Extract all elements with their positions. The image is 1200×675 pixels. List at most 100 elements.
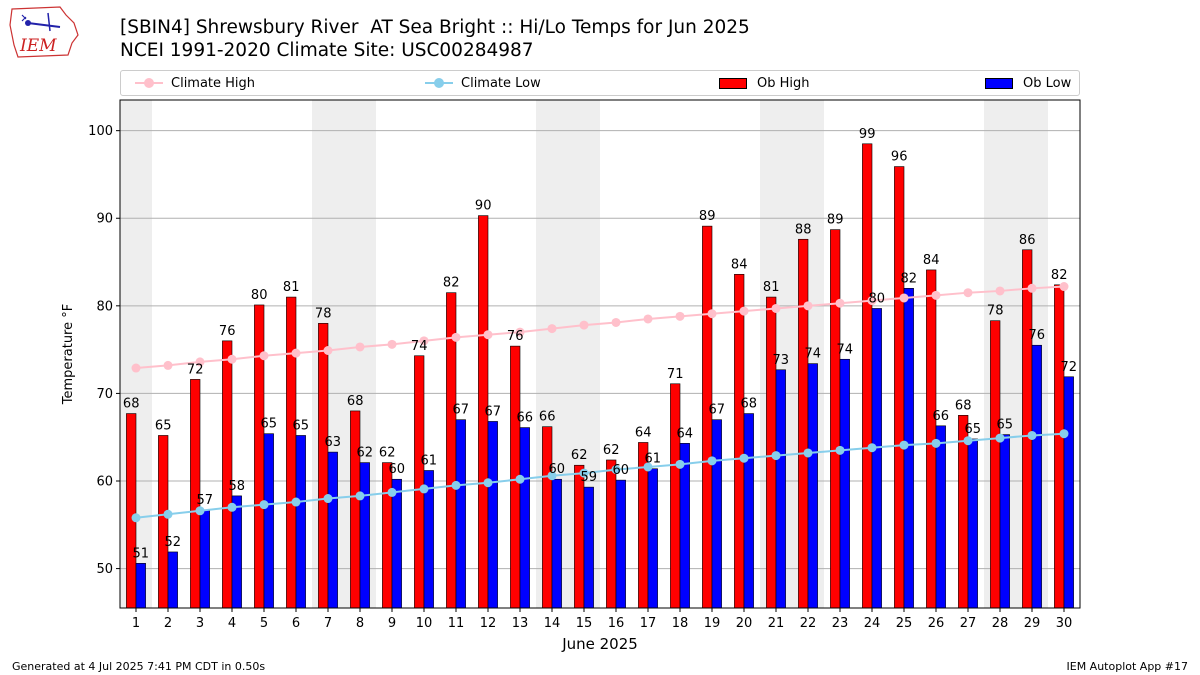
x-tick-label: 16 xyxy=(608,616,625,631)
y-tick-label: 90 xyxy=(96,212,113,227)
ob-high-label: 68 xyxy=(347,394,364,409)
ob-high-bar xyxy=(382,462,393,609)
y-tick-label: 80 xyxy=(96,299,113,314)
ob-high-label: 78 xyxy=(987,304,1004,319)
ob-low-label: 58 xyxy=(229,479,246,494)
ob-low-bar xyxy=(647,468,658,609)
y-axis-label: Temperature °F xyxy=(61,304,76,405)
ob-high-label: 84 xyxy=(923,253,940,268)
climate-high-point xyxy=(1059,282,1069,292)
ob-low-label: 61 xyxy=(421,453,438,468)
ob-low-label: 74 xyxy=(805,347,822,362)
ob-low-bar xyxy=(1031,344,1042,609)
ob-low-label: 80 xyxy=(869,291,886,306)
ob-high-bar xyxy=(926,269,937,609)
ob-high-label: 99 xyxy=(859,127,876,142)
ob-low-bar xyxy=(263,433,274,609)
ob-low-label: 67 xyxy=(485,404,502,419)
ob-low-label: 65 xyxy=(965,422,982,437)
ob-high-label: 89 xyxy=(827,213,844,228)
ob-low-bar xyxy=(487,421,498,609)
climate-high-line xyxy=(135,285,1065,370)
legend-marker-climate-high xyxy=(135,76,163,90)
x-tick-label: 29 xyxy=(1024,616,1041,631)
climate-low-point xyxy=(931,438,941,448)
ob-low-label: 73 xyxy=(773,353,790,368)
ob-low-bar xyxy=(775,369,786,609)
climate-high-point xyxy=(611,317,621,327)
ob-high-bar xyxy=(670,383,681,609)
ob-low-bar xyxy=(391,478,402,609)
ob-low-label: 67 xyxy=(453,403,470,418)
climate-low-point xyxy=(835,445,845,455)
ob-low-bar xyxy=(935,425,946,609)
chart-subtitle: NCEI 1991-2020 Climate Site: USC00284987 xyxy=(120,40,534,61)
ob-high-bar xyxy=(734,273,745,609)
x-tick-label: 19 xyxy=(704,616,721,631)
x-tick-label: 4 xyxy=(228,616,236,631)
ob-low-label: 57 xyxy=(197,493,214,508)
legend-item-climate-high: Climate High xyxy=(135,71,255,95)
ob-low-label: 60 xyxy=(613,463,630,478)
x-tick-label: 27 xyxy=(960,616,977,631)
ob-low-label: 74 xyxy=(837,342,854,357)
climate-high-point xyxy=(387,339,397,349)
legend-item-ob-high: Ob High xyxy=(719,71,810,95)
ob-low-label: 60 xyxy=(549,462,566,477)
legend-item-ob-low: Ob Low xyxy=(985,71,1071,95)
climate-low-point xyxy=(611,465,621,475)
ob-high-bar xyxy=(254,304,265,609)
climate-high-point xyxy=(227,354,237,364)
ob-high-label: 76 xyxy=(219,324,236,339)
x-tick-label: 26 xyxy=(928,616,945,631)
ob-high-bar xyxy=(318,323,329,609)
ob-low-label: 60 xyxy=(389,462,406,477)
legend-label-climate-high: Climate High xyxy=(171,75,256,91)
x-tick-label: 22 xyxy=(800,616,817,631)
climate-low-point xyxy=(547,471,557,481)
ob-high-bar xyxy=(126,413,137,609)
ob-high-label: 64 xyxy=(635,425,652,440)
climate-high-point xyxy=(835,298,845,308)
ob-low-label: 66 xyxy=(517,411,534,426)
climate-high-point xyxy=(515,327,525,337)
climate-high-point xyxy=(483,330,493,340)
ob-low-bar xyxy=(455,419,466,609)
climate-low-point xyxy=(739,453,749,463)
climate-low-point xyxy=(643,462,653,472)
ob-low-bar xyxy=(615,479,626,609)
ob-low-label: 63 xyxy=(325,435,342,450)
chart-title: [SBIN4] Shrewsbury River AT Sea Bright :… xyxy=(120,17,750,38)
climate-high-point xyxy=(899,293,909,303)
x-tick-label: 17 xyxy=(640,616,657,631)
ob-low-bar xyxy=(743,413,754,609)
x-tick-label: 18 xyxy=(672,616,689,631)
climate-high-point xyxy=(355,342,365,352)
climate-high-point xyxy=(291,348,301,358)
ob-high-label: 68 xyxy=(955,398,972,413)
generated-timestamp: Generated at 4 Jul 2025 7:41 PM CDT in 0… xyxy=(12,660,266,673)
climate-low-point xyxy=(419,484,429,494)
ob-low-bar xyxy=(231,495,242,609)
legend-item-climate-low: Climate Low xyxy=(425,71,541,95)
x-tick-label: 21 xyxy=(768,616,785,631)
ob-low-bar xyxy=(519,427,530,609)
climate-low-point xyxy=(387,487,397,497)
x-tick-label: 23 xyxy=(832,616,849,631)
x-tick-label: 20 xyxy=(736,616,753,631)
ob-high-label: 89 xyxy=(699,209,716,224)
climate-low-point xyxy=(259,500,269,510)
x-tick-label: 10 xyxy=(416,616,433,631)
ob-high-bar xyxy=(1054,284,1065,609)
ob-low-label: 62 xyxy=(357,446,374,461)
ob-low-bar xyxy=(327,451,338,609)
x-tick-label: 9 xyxy=(388,616,396,631)
climate-low-point xyxy=(867,443,877,453)
climate-high-point xyxy=(707,309,717,319)
ob-high-bar xyxy=(574,464,585,609)
legend-marker-ob-low xyxy=(985,77,1013,89)
ob-high-label: 74 xyxy=(411,339,428,354)
ob-high-label: 82 xyxy=(443,276,460,291)
ob-high-bar xyxy=(158,435,169,609)
climate-high-point xyxy=(643,314,653,324)
